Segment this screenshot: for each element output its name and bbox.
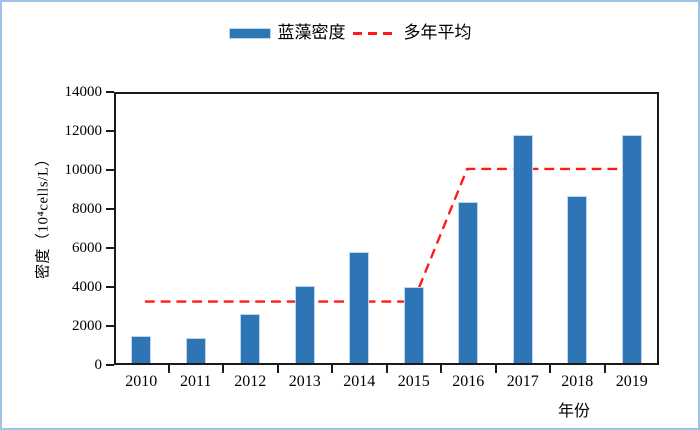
legend-dashed-line-swatch <box>352 31 397 35</box>
y-tick-label: 12000 <box>64 123 103 139</box>
y-tick <box>106 364 114 366</box>
bar-2010 <box>131 336 152 363</box>
x-axis-title: 年份 <box>558 403 591 420</box>
y-tick-label: 2000 <box>72 318 102 334</box>
legend-line-label: 多年平均 <box>403 23 472 42</box>
y-tick <box>106 169 114 171</box>
bar-2017 <box>512 135 533 363</box>
y-tick <box>106 247 114 249</box>
x-tick-label-2017: 2017 <box>506 373 539 390</box>
y-tick <box>106 325 114 327</box>
y-tick-label: 14000 <box>64 84 103 100</box>
y-tick <box>106 286 114 288</box>
x-tick <box>276 365 279 373</box>
x-tick <box>440 365 442 373</box>
average-line-path <box>144 167 629 303</box>
x-tick-label-2019: 2019 <box>615 373 648 390</box>
x-tick-label-2015: 2015 <box>397 373 430 390</box>
bar-2019 <box>621 135 642 363</box>
x-tick <box>331 365 333 373</box>
bar-2013 <box>294 286 315 363</box>
bar-2012 <box>240 314 261 363</box>
y-tick <box>106 208 114 210</box>
y-tick <box>106 91 114 93</box>
legend: 蓝藻密度 多年平均 <box>2 22 698 44</box>
x-tick-label-2013: 2013 <box>288 373 321 390</box>
x-tick-label-2010: 2010 <box>125 373 158 390</box>
y-tick-label: 4000 <box>72 279 102 295</box>
bar-2011 <box>185 338 206 363</box>
x-tick-label-2018: 2018 <box>561 373 594 390</box>
legend-bar-label: 蓝藻密度 <box>277 23 346 42</box>
plot-area <box>114 92 659 365</box>
y-tick-label: 0 <box>94 357 103 373</box>
x-tick-label-2014: 2014 <box>343 373 376 390</box>
bar-2018 <box>567 196 588 363</box>
x-tick-label-2011: 2011 <box>180 373 212 390</box>
legend-bar-swatch <box>228 27 271 39</box>
y-tick-label: 6000 <box>72 240 102 256</box>
bar-2014 <box>349 252 370 363</box>
x-tick <box>549 365 551 373</box>
x-tick-label-2012: 2012 <box>234 373 267 390</box>
bar-2016 <box>458 202 479 363</box>
bar-2015 <box>403 287 424 363</box>
x-tick <box>603 365 606 373</box>
x-tick <box>167 365 170 373</box>
y-tick-label: 10000 <box>64 162 103 178</box>
x-tick <box>494 365 497 373</box>
x-tick <box>222 365 224 373</box>
y-tick-label: 8000 <box>72 201 102 217</box>
x-tick <box>385 365 388 373</box>
y-tick <box>106 130 114 132</box>
x-tick-label-2016: 2016 <box>452 373 485 390</box>
